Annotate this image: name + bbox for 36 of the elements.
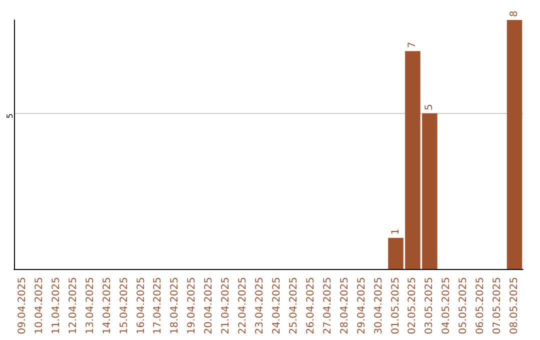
data-label: 8: [509, 10, 520, 17]
x-tick-label: 15.04.2025: [118, 277, 130, 334]
x-tick-label: 20.04.2025: [204, 277, 215, 334]
x-tick-label: 07.05.2025: [492, 277, 504, 334]
x-tick-label: 23.04.2025: [254, 277, 266, 334]
x-tick-label: 24.04.2025: [271, 277, 282, 334]
x-tick-label: 08.05.2025: [509, 277, 520, 334]
data-label: 1: [390, 228, 402, 235]
x-tick-label: 05.05.2025: [458, 277, 470, 334]
data-label: 7: [407, 42, 418, 48]
x-tick-label: 19.04.2025: [186, 277, 198, 334]
x-tick-label: 14.04.2025: [102, 277, 113, 334]
x-tick-label: 09.04.2025: [16, 277, 28, 334]
x-tick-label: 10.04.2025: [34, 277, 45, 334]
x-tick-label: 13.04.2025: [84, 277, 96, 334]
x-tick-label: 27.04.2025: [322, 277, 334, 334]
x-tick-label: 25.04.2025: [288, 277, 300, 334]
x-tick-label: 04.05.2025: [441, 277, 452, 334]
x-tick-label: 26.04.2025: [305, 277, 316, 334]
x-tick-label: 16.04.2025: [136, 277, 147, 334]
data-label: 5: [424, 104, 436, 110]
x-tick-label: 18.04.2025: [170, 277, 181, 334]
x-tick-label: 22.04.2025: [238, 277, 249, 334]
x-tick-label: 06.05.2025: [475, 277, 486, 334]
x-tick-label: 28.04.2025: [339, 277, 350, 334]
bar: [506, 20, 522, 269]
x-tick-label: 29.04.2025: [356, 277, 368, 334]
x-tick-label: 02.05.2025: [407, 277, 418, 334]
x-tick-label: 01.05.2025: [390, 277, 402, 334]
x-tick-label: 17.04.2025: [152, 277, 164, 334]
ref-line-label: 5: [6, 113, 14, 118]
x-tick-label: 11.04.2025: [50, 277, 62, 334]
x-tick-label: 03.05.2025: [424, 277, 436, 334]
x-tick-label: 12.04.2025: [68, 277, 79, 334]
x-tick-label: 30.04.2025: [373, 277, 384, 334]
x-tick-label: 21.04.2025: [220, 277, 232, 334]
